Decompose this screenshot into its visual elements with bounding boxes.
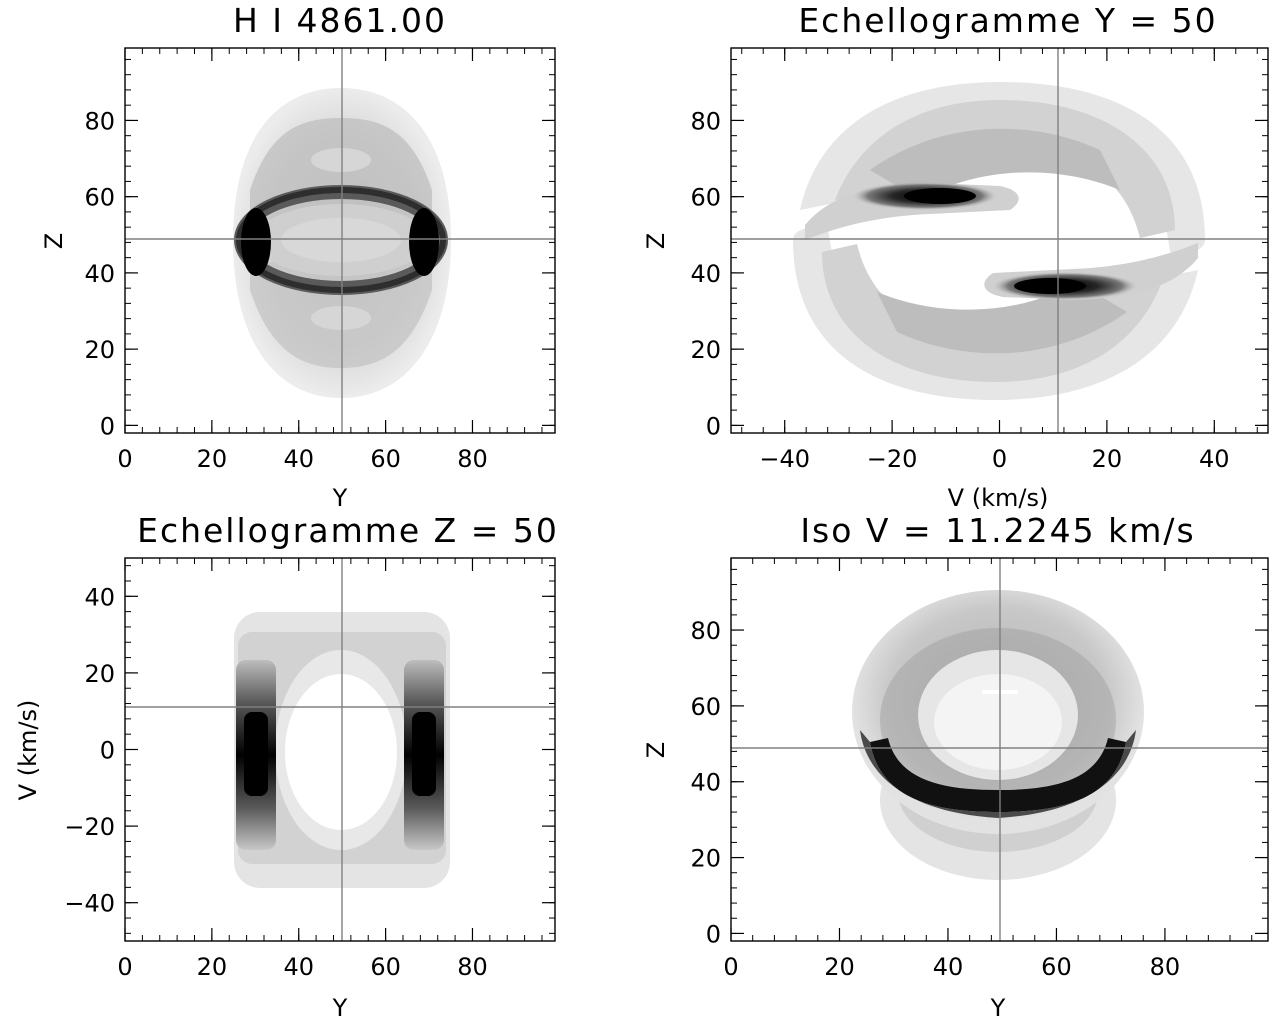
x-tick-label: 0 (117, 445, 132, 473)
x-tick-label: 80 (457, 953, 488, 981)
x-tick-label: 20 (1092, 445, 1123, 473)
y-tick-label: −40 (64, 890, 115, 918)
y-tick-label: 40 (84, 583, 115, 611)
x-tick-label: 0 (992, 445, 1007, 473)
x-axis-label: Y (332, 484, 348, 512)
y-axis-label: Z (40, 233, 68, 249)
x-tick-label: −20 (867, 445, 918, 473)
x-tick-label: 20 (824, 953, 855, 981)
x-axis-label: V (km/s) (948, 484, 1049, 512)
x-tick-label: −40 (759, 445, 810, 473)
x-axis-label: Y (332, 994, 348, 1019)
x-tick-label: 40 (933, 953, 964, 981)
y-tick-label: 60 (84, 184, 115, 212)
y-tick-label: −20 (64, 813, 115, 841)
heatmap-image (793, 82, 1205, 400)
y-tick-label: 80 (84, 107, 115, 135)
x-tick-label: 60 (370, 445, 401, 473)
x-tick-label: 0 (723, 953, 738, 981)
heatmap-image (852, 590, 1144, 880)
heatmap-image (233, 88, 451, 398)
y-tick-label: 60 (690, 693, 721, 721)
axes-frame: 0 20 40 60 80 0 20 40 60 80 (84, 47, 556, 473)
y-tick-label: 20 (84, 336, 115, 364)
y-axis-label: Z (642, 233, 670, 249)
plot-frame (730, 557, 1269, 942)
x-tick-label: 40 (283, 445, 314, 473)
panel-hi-map: 0 20 40 60 80 0 20 40 60 80 H I 4861.00 Y Z (40, 1, 556, 512)
y-tick-label: 60 (690, 184, 721, 212)
y-tick-label: 20 (84, 660, 115, 688)
panel-echellogramme-z: 0 20 40 60 80 40 20 0 −20 −40 Echellogramme Z = 5… (14, 511, 559, 1019)
x-tick-label: 80 (457, 445, 488, 473)
y-tick-label: 40 (84, 260, 115, 288)
y-axis-label: Z (642, 742, 670, 758)
panel-echellogramme-y: −40 −20 0 20 40 0 20 40 60 80 Echellogramme Y = 5… (642, 1, 1269, 512)
y-tick-label: 0 (100, 412, 115, 440)
y-tick-label: 80 (690, 107, 721, 135)
y-tick-label: 40 (690, 769, 721, 797)
x-tick-label: 20 (197, 953, 228, 981)
y-tick-label: 80 (690, 617, 721, 645)
x-tick-label: 40 (1199, 445, 1230, 473)
panel-title: Echellogramme Y = 50 (798, 1, 1217, 40)
axes-frame: 0 20 40 60 80 0 20 40 60 80 (690, 557, 1269, 981)
x-axis-label: Y (990, 994, 1006, 1019)
y-tick-label: 20 (690, 336, 721, 364)
axes-frame: 0 20 40 60 80 40 20 0 −20 −40 (64, 557, 556, 981)
x-tick-label: 60 (370, 953, 401, 981)
y-tick-label: 0 (706, 920, 721, 948)
x-tick-label: 0 (117, 953, 132, 981)
axes-frame: −40 −20 0 20 40 0 20 40 60 80 (690, 47, 1269, 473)
y-tick-label: 40 (690, 260, 721, 288)
y-tick-label: 0 (706, 412, 721, 440)
y-tick-label: 0 (100, 737, 115, 765)
panel-title: Echellogramme Z = 50 (137, 511, 559, 550)
plot-frame (124, 47, 556, 434)
x-tick-label: 20 (197, 445, 228, 473)
y-axis-label: V (km/s) (14, 700, 42, 801)
x-tick-label: 60 (1041, 953, 1072, 981)
y-tick-label: 20 (690, 845, 721, 873)
x-tick-label: 40 (283, 953, 314, 981)
panel-title: Iso V = 11.2245 km/s (800, 511, 1195, 550)
x-tick-label: 80 (1150, 953, 1181, 981)
panel-title: H I 4861.00 (233, 1, 447, 40)
